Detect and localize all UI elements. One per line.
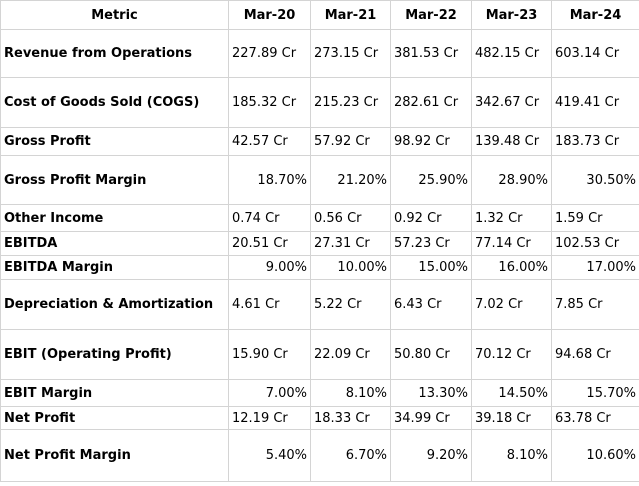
cell-value[interactable]: 63.78 Cr	[551, 406, 639, 430]
table-row: EBIT Margin 7.00% 8.10% 13.30% 14.50% 15…	[0, 379, 639, 407]
cell-value[interactable]: 5.22 Cr	[310, 279, 391, 330]
table-row: Gross Profit Margin 18.70% 21.20% 25.90%…	[0, 155, 639, 205]
cell-value[interactable]: 8.10%	[471, 429, 552, 482]
cell-value[interactable]: 0.92 Cr	[390, 204, 472, 232]
table-row: Net Profit Margin 5.40% 6.70% 9.20% 8.10…	[0, 429, 639, 482]
cell-value[interactable]: 419.41 Cr	[551, 77, 639, 128]
cell-value[interactable]: 185.32 Cr	[228, 77, 311, 128]
header-period[interactable]: Mar-22	[390, 0, 472, 30]
cell-value[interactable]: 183.73 Cr	[551, 127, 639, 156]
cell-value[interactable]: 12.19 Cr	[228, 406, 311, 430]
cell-value[interactable]: 15.00%	[390, 255, 472, 280]
row-label[interactable]: EBITDA Margin	[0, 255, 229, 280]
row-label[interactable]: Gross Profit Margin	[0, 155, 229, 205]
cell-value[interactable]: 70.12 Cr	[471, 329, 552, 380]
table-row: EBITDA Margin 9.00% 10.00% 15.00% 16.00%…	[0, 255, 639, 280]
header-period[interactable]: Mar-21	[310, 0, 391, 30]
cell-value[interactable]: 57.23 Cr	[390, 231, 472, 256]
cell-value[interactable]: 1.59 Cr	[551, 204, 639, 232]
header-period[interactable]: Mar-24	[551, 0, 639, 30]
cell-value[interactable]: 39.18 Cr	[471, 406, 552, 430]
row-label[interactable]: Other Income	[0, 204, 229, 232]
row-label[interactable]: Net Profit Margin	[0, 429, 229, 482]
cell-value[interactable]: 18.33 Cr	[310, 406, 391, 430]
cell-value[interactable]: 0.74 Cr	[228, 204, 311, 232]
cell-value[interactable]: 14.50%	[471, 379, 552, 407]
cell-value[interactable]: 9.20%	[390, 429, 472, 482]
cell-value[interactable]: 342.67 Cr	[471, 77, 552, 128]
cell-value[interactable]: 482.15 Cr	[471, 29, 552, 78]
cell-value[interactable]: 7.00%	[228, 379, 311, 407]
table-row: Depreciation & Amortization 4.61 Cr 5.22…	[0, 279, 639, 330]
cell-value[interactable]: 34.99 Cr	[390, 406, 472, 430]
cell-value[interactable]: 13.30%	[390, 379, 472, 407]
row-label[interactable]: Gross Profit	[0, 127, 229, 156]
row-label[interactable]: Revenue from Operations	[0, 29, 229, 78]
table-row: EBITDA 20.51 Cr 27.31 Cr 57.23 Cr 77.14 …	[0, 231, 639, 256]
row-label[interactable]: Cost of Goods Sold (COGS)	[0, 77, 229, 128]
cell-value[interactable]: 27.31 Cr	[310, 231, 391, 256]
cell-value[interactable]: 381.53 Cr	[390, 29, 472, 78]
cell-value[interactable]: 15.70%	[551, 379, 639, 407]
table-row: Revenue from Operations 227.89 Cr 273.15…	[0, 29, 639, 78]
header-row: Metric Mar-20 Mar-21 Mar-22 Mar-23 Mar-2…	[0, 0, 639, 30]
cell-value[interactable]: 16.00%	[471, 255, 552, 280]
cell-value[interactable]: 22.09 Cr	[310, 329, 391, 380]
cell-value[interactable]: 8.10%	[310, 379, 391, 407]
header-metric[interactable]: Metric	[0, 0, 229, 30]
cell-value[interactable]: 7.85 Cr	[551, 279, 639, 330]
header-period[interactable]: Mar-23	[471, 0, 552, 30]
cell-value[interactable]: 102.53 Cr	[551, 231, 639, 256]
cell-value[interactable]: 94.68 Cr	[551, 329, 639, 380]
cell-value[interactable]: 6.43 Cr	[390, 279, 472, 330]
cell-value[interactable]: 10.00%	[310, 255, 391, 280]
cell-value[interactable]: 57.92 Cr	[310, 127, 391, 156]
row-label[interactable]: Depreciation & Amortization	[0, 279, 229, 330]
cell-value[interactable]: 15.90 Cr	[228, 329, 311, 380]
cell-value[interactable]: 6.70%	[310, 429, 391, 482]
cell-value[interactable]: 30.50%	[551, 155, 639, 205]
cell-value[interactable]: 603.14 Cr	[551, 29, 639, 78]
row-label[interactable]: EBIT (Operating Profit)	[0, 329, 229, 380]
cell-value[interactable]: 5.40%	[228, 429, 311, 482]
cell-value[interactable]: 273.15 Cr	[310, 29, 391, 78]
cell-value[interactable]: 25.90%	[390, 155, 472, 205]
cell-value[interactable]: 21.20%	[310, 155, 391, 205]
cell-value[interactable]: 227.89 Cr	[228, 29, 311, 78]
table-row: Cost of Goods Sold (COGS) 185.32 Cr 215.…	[0, 77, 639, 128]
header-period[interactable]: Mar-20	[228, 0, 311, 30]
cell-value[interactable]: 7.02 Cr	[471, 279, 552, 330]
row-label[interactable]: EBITDA	[0, 231, 229, 256]
table-row: Gross Profit 42.57 Cr 57.92 Cr 98.92 Cr …	[0, 127, 639, 156]
cell-value[interactable]: 139.48 Cr	[471, 127, 552, 156]
cell-value[interactable]: 10.60%	[551, 429, 639, 482]
cell-value[interactable]: 9.00%	[228, 255, 311, 280]
cell-value[interactable]: 77.14 Cr	[471, 231, 552, 256]
cell-value[interactable]: 1.32 Cr	[471, 204, 552, 232]
cell-value[interactable]: 28.90%	[471, 155, 552, 205]
cell-value[interactable]: 4.61 Cr	[228, 279, 311, 330]
table-row: Other Income 0.74 Cr 0.56 Cr 0.92 Cr 1.3…	[0, 204, 639, 232]
cell-value[interactable]: 50.80 Cr	[390, 329, 472, 380]
row-label[interactable]: EBIT Margin	[0, 379, 229, 407]
table-row: EBIT (Operating Profit) 15.90 Cr 22.09 C…	[0, 329, 639, 380]
cell-value[interactable]: 17.00%	[551, 255, 639, 280]
cell-value[interactable]: 20.51 Cr	[228, 231, 311, 256]
cell-value[interactable]: 18.70%	[228, 155, 311, 205]
cell-value[interactable]: 215.23 Cr	[310, 77, 391, 128]
cell-value[interactable]: 98.92 Cr	[390, 127, 472, 156]
cell-value[interactable]: 282.61 Cr	[390, 77, 472, 128]
table-row: Net Profit 12.19 Cr 18.33 Cr 34.99 Cr 39…	[0, 406, 639, 430]
cell-value[interactable]: 42.57 Cr	[228, 127, 311, 156]
row-label[interactable]: Net Profit	[0, 406, 229, 430]
cell-value[interactable]: 0.56 Cr	[310, 204, 391, 232]
